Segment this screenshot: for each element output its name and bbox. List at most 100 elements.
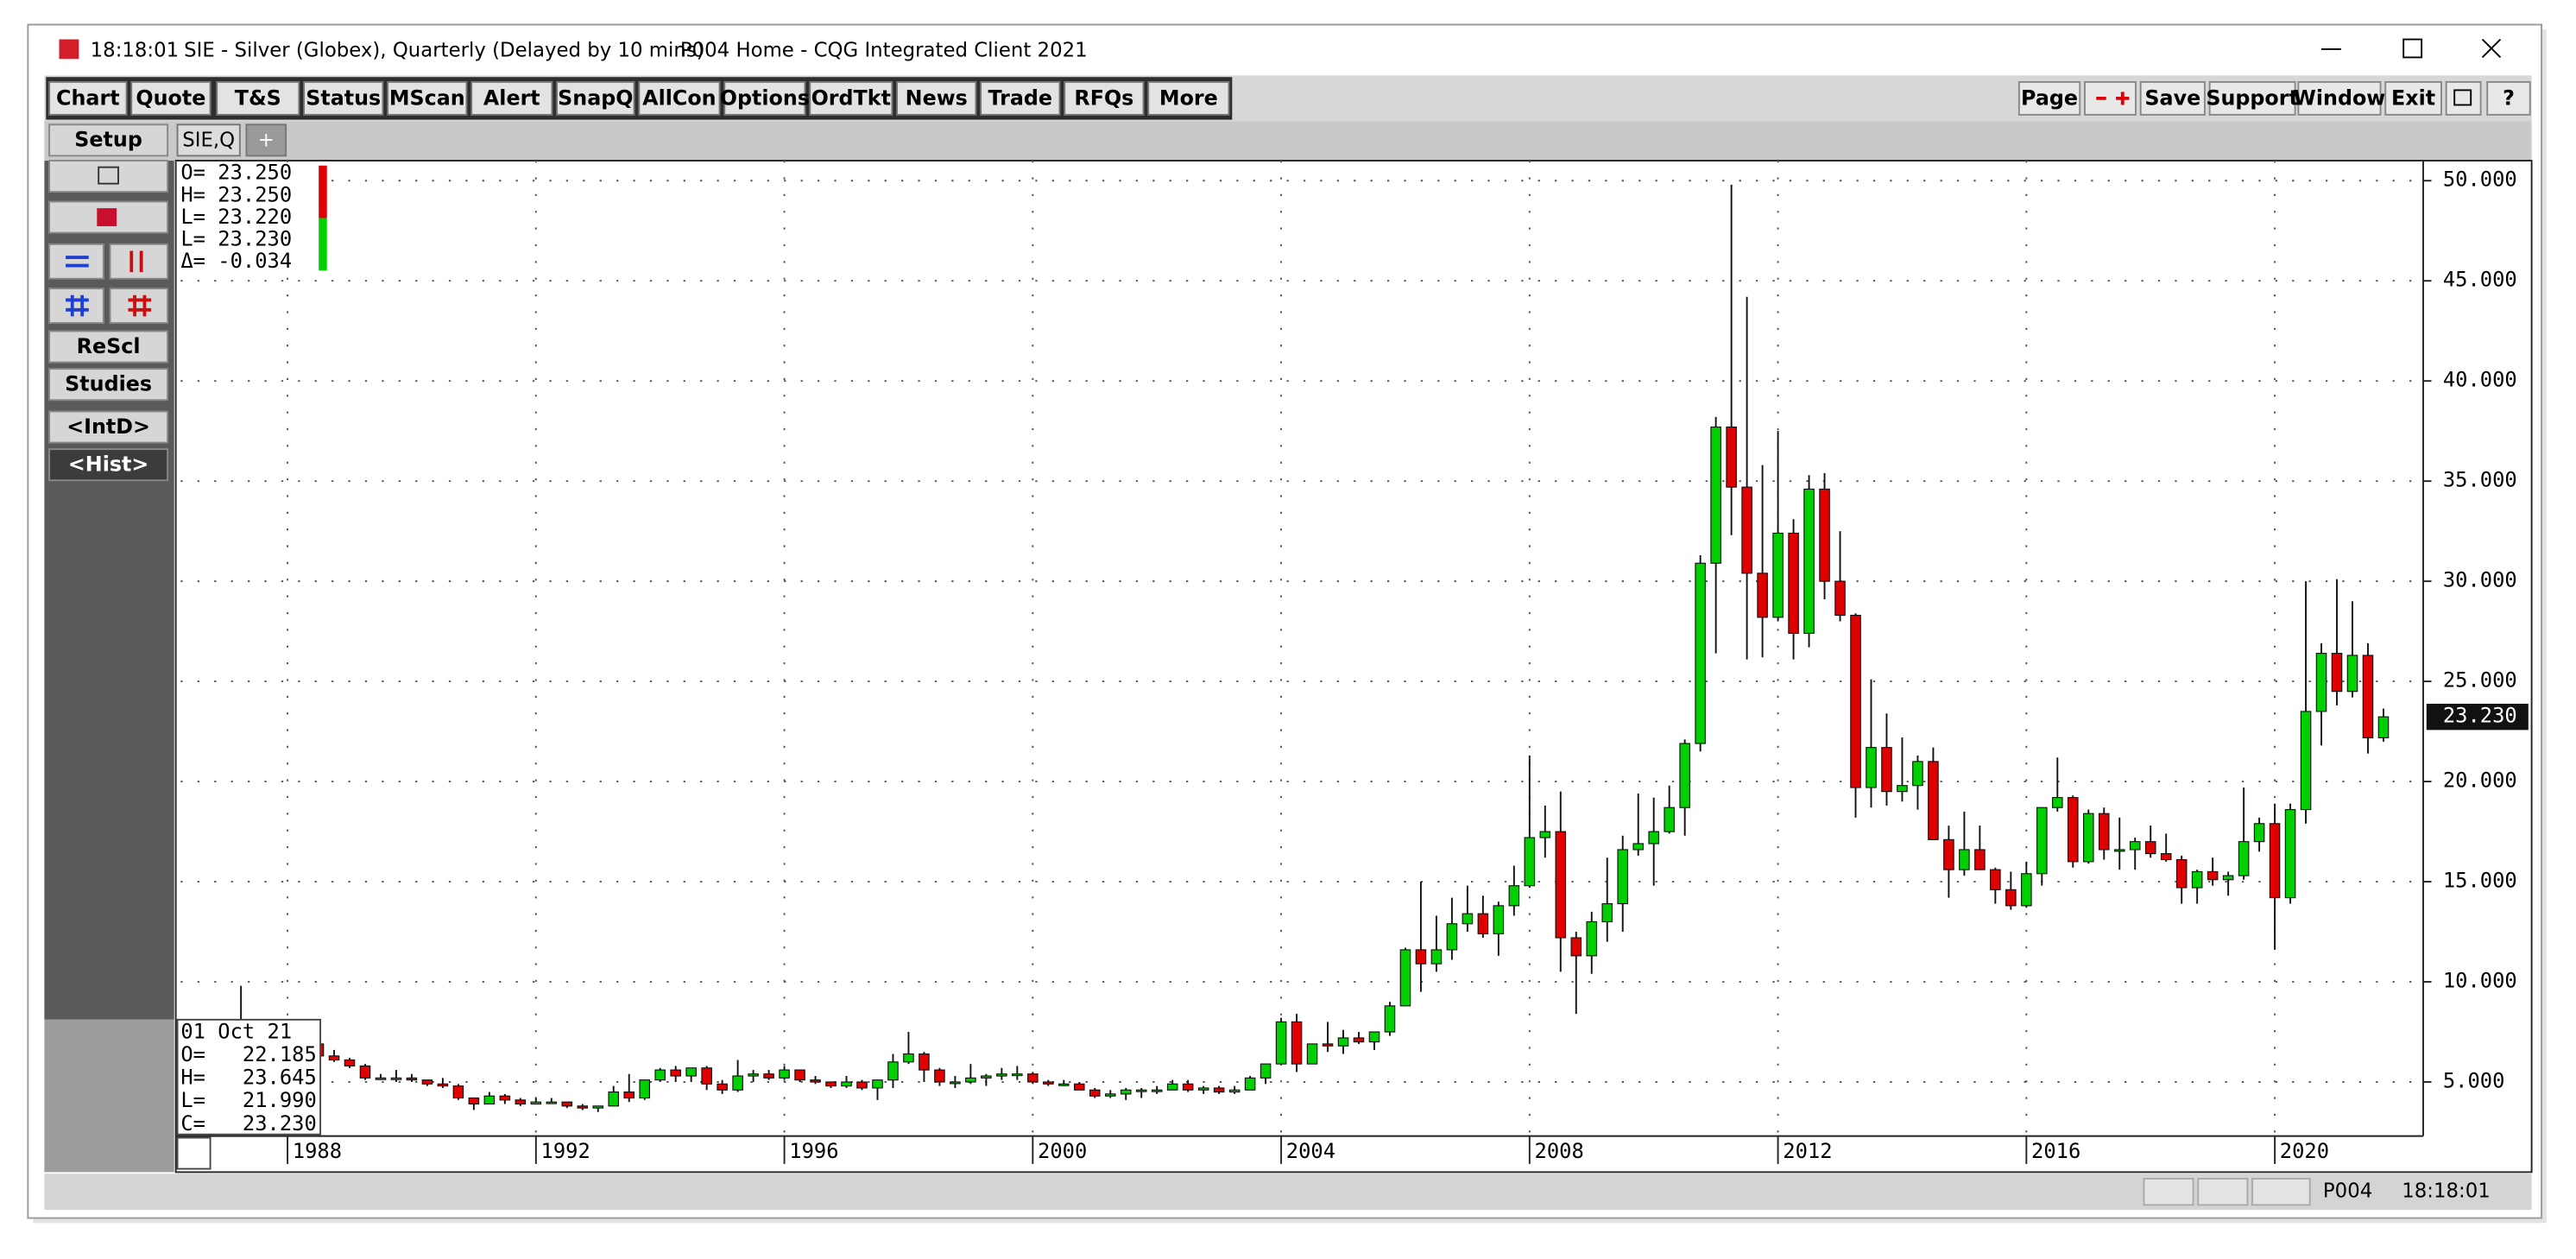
zoom-icon bbox=[66, 294, 89, 317]
candle-body bbox=[2005, 889, 2017, 907]
candle-body bbox=[903, 1053, 914, 1063]
zoom-button[interactable] bbox=[109, 288, 169, 324]
toolbar-button[interactable] bbox=[1147, 80, 1230, 116]
toolbar-button[interactable] bbox=[303, 80, 384, 116]
candle-body bbox=[670, 1069, 681, 1077]
side-button-label: <Hist> bbox=[68, 452, 148, 477]
candle-body bbox=[1027, 1073, 1039, 1083]
tab[interactable] bbox=[176, 123, 241, 157]
toolbar-label: More bbox=[1159, 85, 1218, 110]
candle-body bbox=[1430, 949, 1443, 965]
side-button[interactable] bbox=[48, 448, 169, 482]
candle-body bbox=[608, 1091, 620, 1107]
y-tick-label: 40.000 bbox=[2443, 368, 2517, 392]
right-button[interactable] bbox=[2139, 80, 2206, 116]
toolbar-label: Status bbox=[306, 85, 381, 110]
candle-body bbox=[981, 1075, 992, 1079]
right-button-label: Window bbox=[2294, 85, 2386, 110]
candle-body bbox=[1788, 532, 1799, 635]
side-panel-lower bbox=[44, 1019, 174, 1173]
info-top-line: H= 23.250 bbox=[180, 182, 292, 206]
right-button-label: Page bbox=[2021, 85, 2078, 110]
print-button[interactable] bbox=[48, 160, 169, 193]
x-tick-label: 2000 bbox=[1038, 1139, 1087, 1163]
maximize-button[interactable] bbox=[2402, 38, 2423, 59]
x-tick-label: 2016 bbox=[2031, 1139, 2080, 1163]
right-button[interactable] bbox=[2297, 80, 2382, 116]
toolbar-button[interactable] bbox=[896, 80, 977, 116]
candle-body bbox=[1322, 1043, 1334, 1047]
candle-body bbox=[1368, 1031, 1380, 1043]
toolbar-button[interactable] bbox=[48, 80, 128, 116]
side-button[interactable] bbox=[48, 410, 169, 444]
candle-body bbox=[1803, 488, 1815, 635]
last-price-box bbox=[2426, 703, 2529, 731]
candle-body bbox=[794, 1069, 805, 1081]
right-button[interactable] bbox=[2017, 80, 2081, 116]
candle-body bbox=[2129, 841, 2141, 851]
toolbar-button[interactable] bbox=[1064, 80, 1145, 116]
toolbar-button[interactable] bbox=[809, 80, 893, 116]
candle-body bbox=[2253, 823, 2265, 843]
candle-body bbox=[950, 1081, 961, 1085]
candle-body bbox=[2191, 870, 2203, 889]
candle-body bbox=[1477, 913, 1489, 934]
candle-body bbox=[2315, 653, 2327, 712]
toolbar-label: RFQs bbox=[1074, 85, 1133, 110]
tab-label: SIE,Q bbox=[182, 130, 235, 152]
candle-body bbox=[2052, 797, 2063, 808]
candle-body bbox=[1866, 747, 1877, 788]
toolbar-button[interactable] bbox=[216, 80, 300, 116]
candle-body bbox=[2300, 711, 2312, 811]
x-tick-label: 1992 bbox=[541, 1139, 590, 1163]
candle-body bbox=[1772, 532, 1784, 618]
candle-body bbox=[1726, 426, 1737, 488]
tab[interactable] bbox=[245, 123, 287, 157]
toolbar-button[interactable] bbox=[556, 80, 635, 116]
info-bottom-line: C= 23.230 bbox=[180, 1111, 316, 1136]
candle-body bbox=[546, 1101, 558, 1104]
candle-body bbox=[390, 1077, 402, 1080]
right-button[interactable] bbox=[2208, 80, 2296, 116]
candle-body bbox=[2207, 870, 2219, 881]
y-tick-label: 20.000 bbox=[2443, 769, 2517, 793]
candle-body bbox=[1834, 580, 1846, 617]
candle-body bbox=[577, 1105, 589, 1109]
print-icon bbox=[98, 166, 119, 185]
close-button[interactable] bbox=[2481, 38, 2502, 59]
candle-body bbox=[2238, 841, 2250, 876]
toolbar-button[interactable] bbox=[723, 80, 806, 116]
candle-body bbox=[1353, 1037, 1365, 1043]
candle-body bbox=[654, 1069, 666, 1081]
candle-body bbox=[483, 1095, 496, 1105]
side-button[interactable] bbox=[48, 123, 169, 157]
right-button[interactable] bbox=[2384, 80, 2442, 116]
info-color-bar bbox=[319, 218, 327, 271]
y-tick-label: 35.000 bbox=[2443, 468, 2517, 492]
scroll-button[interactable] bbox=[48, 243, 104, 280]
toolbar-button[interactable] bbox=[470, 80, 553, 116]
candle-body bbox=[1617, 849, 1629, 905]
side-button[interactable] bbox=[48, 330, 169, 364]
y-tick-label: 10.000 bbox=[2443, 969, 2517, 993]
candle-body bbox=[437, 1083, 449, 1087]
right-button[interactable] bbox=[2486, 80, 2531, 116]
x-tick-label: 2008 bbox=[1535, 1139, 1584, 1163]
side-button-label: ReScl bbox=[77, 334, 141, 358]
candle-body bbox=[1120, 1089, 1132, 1095]
candle-body bbox=[515, 1099, 527, 1105]
right-button-label: Exit bbox=[2391, 85, 2435, 110]
status-box bbox=[2197, 1178, 2249, 1206]
side-button[interactable] bbox=[48, 368, 169, 402]
candle-body bbox=[779, 1069, 790, 1079]
candle-body bbox=[856, 1081, 868, 1089]
candle-body bbox=[375, 1077, 387, 1080]
toolbar-button[interactable] bbox=[387, 80, 468, 116]
restore-button[interactable] bbox=[2445, 80, 2482, 116]
scroll-button[interactable] bbox=[109, 243, 169, 280]
candle-body bbox=[1399, 949, 1411, 1007]
toolbar-button[interactable] bbox=[130, 80, 212, 116]
toolbar-button[interactable] bbox=[980, 80, 1061, 116]
zoom-button[interactable] bbox=[48, 288, 104, 324]
toolbar-button[interactable] bbox=[638, 80, 721, 116]
